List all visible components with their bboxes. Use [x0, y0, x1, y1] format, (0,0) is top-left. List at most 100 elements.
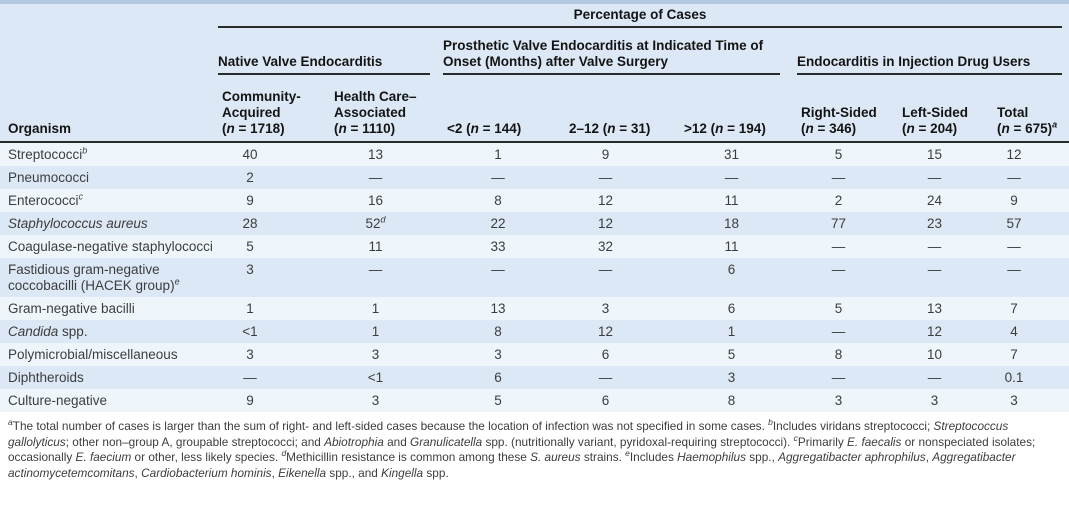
- value-cell: 13: [926, 300, 943, 316]
- value-cell: 77: [830, 215, 847, 231]
- value-cell: 5: [834, 300, 843, 316]
- value-cell: —: [491, 169, 505, 185]
- table-row: Coagulase-negative staphylococci 5 11 33 32 1…: [0, 235, 1069, 258]
- value-cell: 6: [727, 300, 736, 316]
- value-cell: 0.1: [1004, 369, 1024, 385]
- value-cell: —: [927, 369, 942, 385]
- value-cell: 3: [494, 346, 502, 362]
- value-cell: 16: [367, 192, 384, 208]
- value-cell: 3: [371, 346, 380, 362]
- value-cell: 40: [242, 146, 258, 162]
- value-cell: 18: [723, 215, 740, 231]
- organism-cell: Polymicrobial/miscellaneous: [8, 346, 178, 362]
- value-cell: 9: [246, 392, 254, 408]
- table-row: Enterococcic 9 16 8 12 11 2 24 9: [0, 189, 1069, 212]
- value-cell: —: [927, 169, 942, 185]
- table-title: Percentage of Cases: [218, 7, 1063, 28]
- value-cell: 8: [494, 192, 502, 208]
- table-row: Diphtheroids — <1 6 — 3 — — 0.1: [0, 366, 1069, 389]
- value-cell: —: [368, 169, 383, 185]
- value-cell: 7: [1010, 346, 1018, 362]
- value-cell: 57: [1006, 215, 1022, 231]
- value-cell: —: [598, 169, 613, 185]
- value-cell: —: [491, 261, 505, 277]
- value-cell: 33: [490, 238, 506, 254]
- value-cell: 8: [727, 392, 736, 408]
- organism-cell: Streptococcib: [8, 145, 88, 162]
- value-cell: 8: [494, 323, 502, 339]
- value-cell: 24: [926, 192, 943, 208]
- value-cell: —: [598, 369, 613, 385]
- value-cell: —: [1007, 169, 1021, 185]
- value-cell: 12: [1006, 146, 1022, 162]
- value-cell: 1: [727, 323, 736, 339]
- group-header: Native Valve Endocarditis: [218, 28, 443, 75]
- table-row: Pneumococci 2 — — — — — — —: [0, 166, 1069, 189]
- organism-cell: Diphtheroids: [8, 369, 84, 385]
- value-cell: 10: [926, 346, 943, 362]
- value-cell: 12: [926, 323, 943, 339]
- value-cell: 5: [246, 238, 254, 254]
- value-cell: 1: [371, 323, 380, 339]
- value-cell: 11: [724, 238, 739, 254]
- organism-cell: Staphylococcus aureus: [8, 215, 148, 231]
- blank-header-cell: [0, 28, 218, 75]
- value-cell: 13: [367, 146, 384, 162]
- table-top-border: [0, 0, 1069, 4]
- value-cell: —: [927, 261, 942, 277]
- value-cell: 52d: [365, 214, 386, 231]
- value-cell: —: [831, 238, 846, 254]
- value-cell: 3: [601, 300, 610, 316]
- value-cell: 5: [494, 392, 502, 408]
- value-cell: 11: [368, 238, 383, 254]
- value-cell: 5: [727, 346, 736, 362]
- column-header: Community-Acquired (n = 1718): [218, 75, 330, 143]
- column-header: Left-Sided (n = 204): [898, 75, 993, 143]
- value-cell: —: [724, 169, 739, 185]
- value-cell: 9: [601, 146, 610, 162]
- value-cell: 4: [1010, 323, 1018, 339]
- value-cell: 7: [1010, 300, 1018, 316]
- value-cell: —: [927, 238, 942, 254]
- value-cell: —: [1007, 238, 1021, 254]
- column-header: Right-Sided (n = 346): [797, 75, 898, 143]
- value-cell: 5: [834, 146, 843, 162]
- organism-cell: Gram-negative bacilli: [8, 300, 135, 316]
- value-cell: 6: [601, 346, 610, 362]
- group-header: Endocarditis in Injection Drug Users: [797, 28, 1069, 75]
- organism-cell: Culture-negative: [8, 392, 108, 408]
- column-header: Total (n = 675)a: [993, 75, 1069, 143]
- table-body: Streptococcib 40 13 1 9 31 5 15 12 Pneumococci 2— —…: [0, 142, 1069, 412]
- value-cell: 3: [834, 392, 843, 408]
- value-cell: 1: [371, 300, 380, 316]
- organism-cell: Fastidious gram-negative coccobacilli (H…: [8, 261, 180, 293]
- value-cell: 22: [490, 215, 506, 231]
- group-header-row: Native Valve Endocarditis Prosthetic Valv…: [0, 28, 1069, 75]
- column-header: >12 (n = 194): [680, 75, 797, 143]
- value-cell: 9: [246, 192, 254, 208]
- value-cell: 13: [490, 300, 506, 316]
- value-cell: 1: [246, 300, 254, 316]
- column-header: Health Care–Associated (n = 1110): [330, 75, 443, 143]
- value-cell: —: [1007, 261, 1021, 277]
- column-header: 2–12 (n = 31): [565, 75, 680, 143]
- value-cell: —: [831, 369, 846, 385]
- value-cell: 6: [601, 392, 610, 408]
- table-title-cell: Percentage of Cases: [218, 4, 1069, 28]
- group-header: Prosthetic Valve Endocarditis at Indicat…: [443, 28, 797, 75]
- value-cell: 2: [246, 169, 254, 185]
- table-row: Candida spp. <1 1 8 12 1 — 12 4: [0, 320, 1069, 343]
- value-cell: —: [831, 261, 846, 277]
- value-cell: 3: [1010, 392, 1018, 408]
- blank-header-cell: [0, 4, 218, 28]
- value-cell: 12: [597, 192, 614, 208]
- value-cell: 3: [371, 392, 380, 408]
- table-row: Fastidious gram-negative coccobacilli (H…: [0, 258, 1069, 297]
- organism-cell: Enterococcic: [8, 191, 84, 208]
- value-cell: 6: [727, 261, 736, 277]
- organism-cell: Coagulase-negative staphylococci: [8, 238, 213, 254]
- value-cell: 6: [494, 369, 502, 385]
- table-row: Streptococcib 40 13 1 9 31 5 15 12: [0, 142, 1069, 166]
- value-cell: 32: [597, 238, 614, 254]
